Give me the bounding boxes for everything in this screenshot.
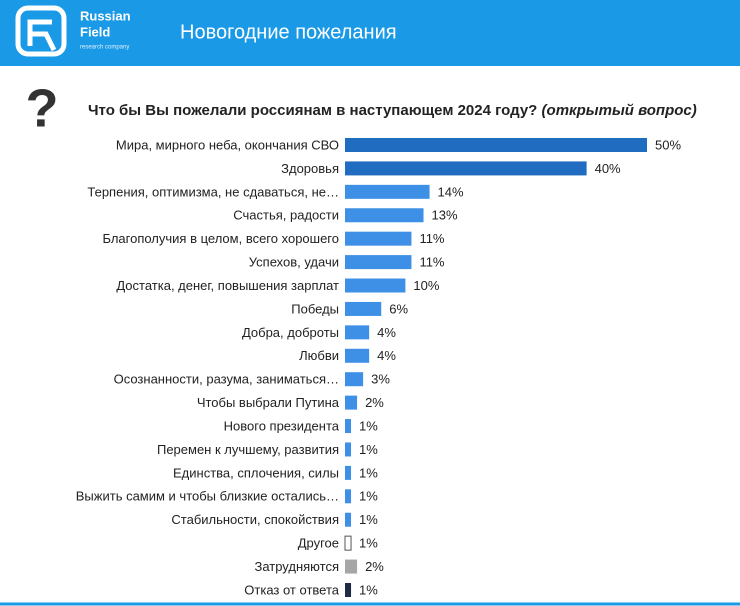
value-label: 6% <box>389 301 408 316</box>
bar <box>345 255 412 270</box>
bar <box>345 208 424 223</box>
category-label: Достатка, денег, повышения зарплат <box>116 278 339 293</box>
value-label: 4% <box>377 325 396 340</box>
category-label: Благополучия в целом, всего хорошего <box>102 231 339 246</box>
bar <box>345 442 352 457</box>
value-label: 13% <box>432 208 458 223</box>
value-label: 11% <box>419 231 444 246</box>
category-label: Успехов, удачи <box>249 255 339 270</box>
bar <box>345 512 352 527</box>
category-label: Любви <box>299 348 339 363</box>
brand-tagline: research company <box>80 45 129 51</box>
bar <box>345 348 370 363</box>
category-label: Добра, доброты <box>242 325 339 340</box>
bar <box>345 395 358 410</box>
value-label: 14% <box>438 184 464 199</box>
bar <box>345 184 430 199</box>
category-label: Единства, сплочения, силы <box>173 465 339 480</box>
category-label: Перемен к лучшему, развития <box>157 442 339 457</box>
logo <box>15 5 67 57</box>
bar <box>345 419 352 434</box>
value-label: 11% <box>419 255 444 270</box>
category-label: Чтобы выбрали Путина <box>197 395 340 410</box>
category-label: Осознанности, разума, заниматься… <box>114 372 339 387</box>
value-label: 1% <box>359 442 378 457</box>
bar <box>345 465 352 480</box>
value-label: 1% <box>359 512 378 527</box>
bar <box>345 138 647 152</box>
category-label: Нового президента <box>224 418 340 433</box>
bar <box>345 325 370 340</box>
value-label: 4% <box>377 348 396 363</box>
value-label: 2% <box>365 559 384 574</box>
value-label: 1% <box>359 465 378 480</box>
value-label: 2% <box>365 395 384 410</box>
category-label: Здоровья <box>281 161 339 176</box>
category-label: Мира, мирного неба, окончания СВО <box>116 137 339 152</box>
bar <box>345 301 382 316</box>
value-label: 3% <box>371 372 390 387</box>
bar <box>344 535 352 551</box>
brand-line: Russian <box>80 8 131 23</box>
category-label: Выжить самим и чтобы близкие остались… <box>76 489 339 504</box>
chart-subtitle: (открытый вопрос) <box>542 102 697 119</box>
category-label: Счастья, радости <box>233 208 339 223</box>
category-label: Победы <box>291 301 339 316</box>
value-label: 1% <box>359 536 378 551</box>
bar <box>345 231 412 246</box>
bar <box>345 559 358 574</box>
brand-line: Field <box>80 24 110 39</box>
value-label: 1% <box>359 489 378 504</box>
category-label: Терпения, оптимизма, не сдаваться, не… <box>87 184 339 199</box>
category-label: Стабильности, спокойствия <box>171 512 339 527</box>
bar <box>345 372 364 387</box>
category-label: Другое <box>298 536 339 551</box>
value-label: 1% <box>359 418 378 433</box>
value-label: 40% <box>595 161 621 176</box>
chart-title: Что бы Вы пожелали россиянам в наступающ… <box>88 102 537 119</box>
header-band <box>0 0 740 66</box>
value-label: 1% <box>359 582 378 597</box>
bar <box>345 489 352 504</box>
category-label: Отказ от ответа <box>244 582 339 597</box>
bar <box>345 278 406 293</box>
bar <box>345 582 352 597</box>
header-title: Новогодние пожелания <box>180 21 397 43</box>
category-label: Затрудняются <box>254 559 339 574</box>
bar <box>345 161 587 176</box>
question-icon: ? <box>26 78 59 138</box>
value-label: 10% <box>413 278 439 293</box>
chart-title-line: Что бы Вы пожелали россиянам в наступающ… <box>88 102 697 119</box>
value-label: 50% <box>655 137 681 152</box>
